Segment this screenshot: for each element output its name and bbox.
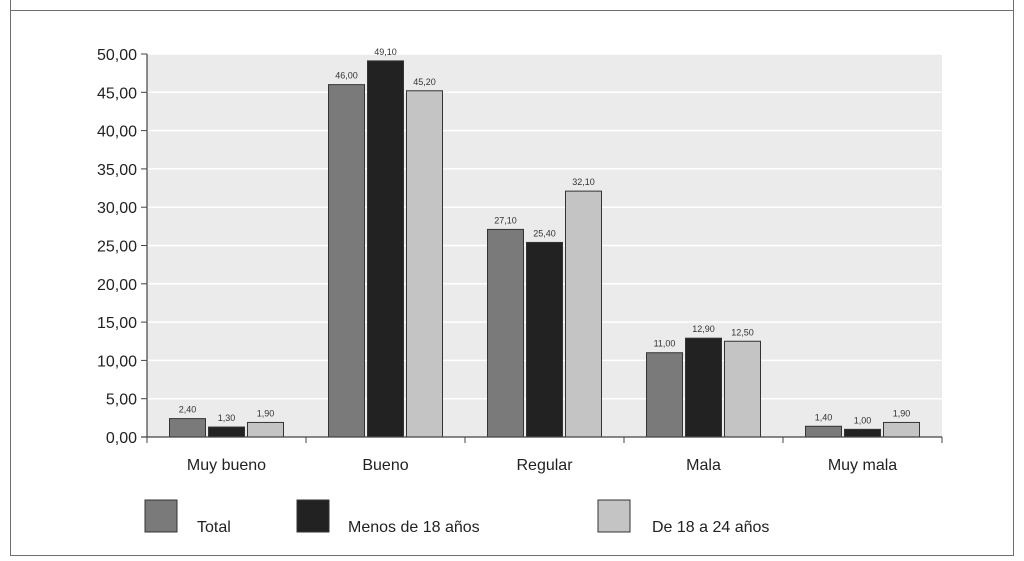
data-label: 12,90 [692, 324, 715, 334]
y-tick-label: 20,00 [97, 277, 137, 294]
bar [208, 426, 245, 438]
chart-frame [10, 0, 1014, 556]
bar [685, 337, 722, 438]
x-tick-label: Mala [686, 457, 721, 474]
bar [526, 241, 563, 438]
bar [805, 425, 842, 438]
bar [883, 421, 920, 438]
frame-top-border [10, 10, 1014, 11]
data-label: 45,20 [413, 77, 436, 87]
legend-label: Menos de 18 años [348, 519, 480, 536]
y-tick-label: 40,00 [97, 124, 137, 141]
bar [367, 60, 404, 438]
data-label: 1,90 [257, 408, 275, 418]
data-labels: 2,40 1,30 1,90 46,00 49,10 45,20 27,10 25,40 32,… [179, 47, 911, 425]
bar [844, 428, 881, 438]
y-tick-label: 5,00 [106, 392, 137, 409]
legend-swatch [144, 499, 178, 533]
data-label: 2,40 [179, 405, 197, 415]
y-tick-label: 0,00 [106, 430, 137, 447]
legend-swatch [597, 499, 631, 533]
bar [646, 352, 683, 438]
data-label: 46,00 [335, 71, 358, 81]
data-label: 25,40 [533, 228, 556, 238]
data-label: 1,00 [854, 415, 872, 425]
x-tick-labels: Muy bueno Bueno Regular Mala Muy mala [187, 457, 897, 474]
y-tick-label: 35,00 [97, 162, 137, 179]
legend-label: De 18 a 24 años [652, 519, 769, 536]
data-label: 49,10 [374, 47, 397, 57]
axes [141, 53, 943, 443]
data-label: 1,40 [815, 412, 833, 422]
y-tick-label: 15,00 [97, 315, 137, 332]
data-label: 27,10 [494, 215, 517, 225]
bar [328, 84, 365, 438]
y-tick-label: 50,00 [97, 47, 137, 64]
data-label: 11,00 [654, 339, 676, 349]
y-tick-label: 30,00 [97, 200, 137, 217]
bar [565, 190, 602, 438]
y-tick-label: 25,00 [97, 239, 137, 256]
legend-label: Total [197, 519, 231, 536]
data-label: 12,50 [731, 327, 754, 337]
y-tick-label: 45,00 [97, 85, 137, 102]
x-tick-label: Regular [516, 457, 573, 474]
bar [724, 340, 761, 438]
x-tick-label: Muy bueno [187, 457, 266, 474]
data-label: 1,90 [893, 408, 911, 418]
x-tick-label: Muy mala [828, 457, 897, 474]
gridlines [147, 53, 942, 400]
bar [406, 90, 443, 438]
y-tick-label: 10,00 [97, 353, 137, 370]
bar [247, 421, 284, 438]
legend-swatch [296, 499, 330, 533]
data-label: 32,10 [572, 177, 595, 187]
bar [487, 228, 524, 438]
bar [169, 418, 206, 438]
legend: Total Menos de 18 años De 18 a 24 años [144, 499, 769, 536]
y-tick-labels: 0,00 5,00 10,00 15,00 20,00 25,00 30,00 35,00 40… [97, 47, 137, 447]
bars [169, 60, 920, 438]
data-label: 1,30 [218, 413, 236, 423]
x-tick-label: Bueno [362, 457, 408, 474]
